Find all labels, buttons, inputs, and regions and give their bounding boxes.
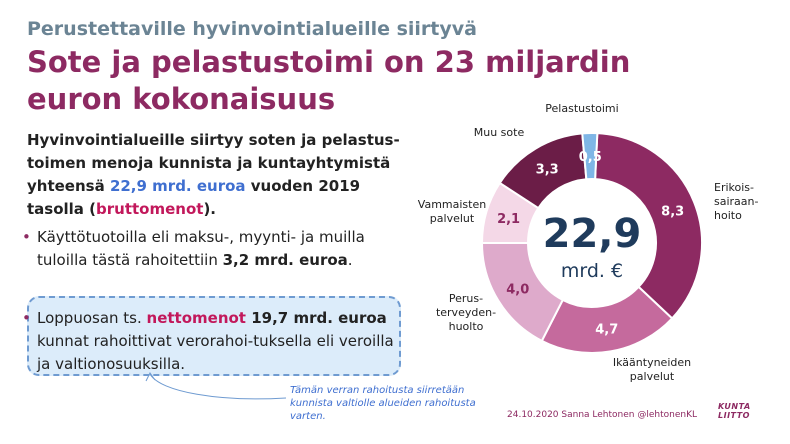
lead-text-2: vuoden 2019 tasolla (: [27, 177, 361, 218]
value-label-erikois-sairaan-hoito: 8,3: [661, 204, 684, 219]
value-label-vammaisten-palvelut: 2,1: [497, 212, 520, 227]
value-label-ikaantyneiden-palvelut: 4,7: [595, 323, 618, 338]
lead-text-1: Hyvinvointialueille siirtyy soten ja pel…: [27, 131, 400, 195]
center-unit: mrd. €: [561, 260, 623, 282]
slice-pelastustoimi: [581, 132, 599, 181]
bullet2-text-1: Loppuosan ts.: [37, 309, 147, 327]
kicker-title: Perustettaville hyvinvointialueille siir…: [27, 18, 477, 40]
note-text: Tämän verran rahoitusta siirretään kunni…: [290, 385, 476, 422]
logo-line-2: LIITTO: [718, 411, 750, 420]
bullet1-amount: 3,2 mrd. euroa: [222, 251, 348, 269]
category-label-muu-sote: Muu sote: [474, 126, 525, 139]
lead-paragraph: Hyvinvointialueille siirtyy soten ja pel…: [27, 129, 419, 221]
lead-amount: 22,9 mrd. euroa: [109, 177, 246, 195]
logo-line-1: KUNTA: [718, 402, 751, 411]
bullet-operating-income: • Käyttötuotoilla eli maksu-, myynti- ja …: [22, 226, 397, 272]
lead-text-3: ).: [203, 200, 216, 218]
value-label-perus-terveyden-huolto: 4,0: [506, 282, 529, 297]
bullet-dot: •: [22, 309, 31, 327]
category-label-perus-terveyden-huolto: Perus-terveyden-huolto: [436, 292, 496, 333]
net-cost-box: [27, 296, 401, 376]
bullet2-amount: 19,7 mrd. euroa: [245, 309, 387, 327]
center-total: 22,9: [543, 211, 642, 257]
footer-credit: 24.10.2020 Sanna Lehtonen @lehtonenKL: [507, 410, 697, 420]
bullet1-text-2: .: [347, 251, 353, 269]
bullet-net-cost: • Loppuosan ts. nettomenot 19,7 mrd. euro…: [22, 307, 397, 376]
bullet-dot: •: [22, 228, 31, 246]
slice-erikois-sairaan-hoito: [594, 132, 703, 320]
category-label-erikois-sairaan-hoito: Erikois-sairaan-hoito: [714, 181, 759, 222]
category-label-ikaantyneiden-palvelut: Ikääntyneiden palvelut: [613, 356, 691, 383]
page-title: Sote ja pelastustoimi on 23 miljardin eu…: [27, 45, 631, 116]
kuntaliitto-logo: KUNTA LIITTO: [718, 402, 751, 420]
bullet2-text-2: kunnat rahoittivat verorahoi-tuksella el…: [37, 332, 394, 373]
value-label-pelastustoimi: 0,5: [579, 150, 602, 165]
category-label-vammaisten-palvelut: Vammaisten palvelut: [418, 198, 486, 225]
value-label-muu-sote: 3,3: [536, 162, 559, 177]
bullet2-net: nettomenot: [146, 309, 246, 327]
category-label-pelastustoimi: Pelastustoimi: [545, 102, 618, 115]
lead-gross: bruttomenot: [96, 200, 204, 218]
bullet1-text-1: Käyttötuotoilla eli maksu-, myynti- ja m…: [37, 228, 365, 269]
